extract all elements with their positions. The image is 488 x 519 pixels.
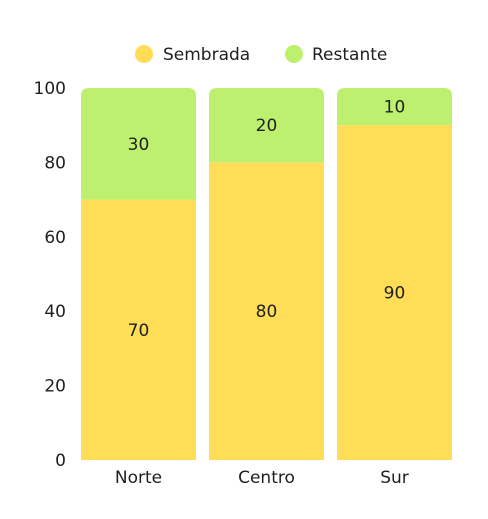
- x-tick-label-norte: Norte: [115, 468, 162, 488]
- bar-norte-sembrada: [81, 199, 196, 460]
- y-tick-label-40: 40: [44, 302, 66, 322]
- legend-marker-restante: [285, 45, 303, 63]
- bar-centro-restante: [209, 88, 324, 163]
- bars: 70 30 80 20 90 10: [81, 88, 452, 460]
- data-label-norte-restante: 30: [128, 135, 150, 155]
- x-axis: Norte Centro Sur: [115, 468, 409, 488]
- data-label-norte-sembrada: 70: [128, 321, 150, 341]
- bar-centro-sembrada: [209, 162, 324, 460]
- y-tick-label-60: 60: [44, 228, 66, 248]
- bar-norte-restante: [81, 88, 196, 200]
- data-label-sur-sembrada: 90: [384, 284, 406, 304]
- y-tick-label-0: 0: [55, 451, 66, 471]
- data-label-centro-restante: 20: [256, 116, 278, 136]
- y-tick-label-80: 80: [44, 153, 66, 173]
- x-tick-label-centro: Centro: [238, 468, 295, 488]
- legend-label-restante: Restante: [312, 45, 387, 65]
- data-label-sur-restante: 10: [384, 98, 406, 118]
- y-tick-label-100: 100: [34, 79, 66, 99]
- legend-label-sembrada: Sembrada: [163, 45, 250, 65]
- bar-sur-sembrada: [337, 125, 452, 460]
- x-tick-label-sur: Sur: [380, 468, 409, 488]
- legend-marker-sembrada: [135, 45, 153, 63]
- y-tick-label-20: 20: [44, 377, 66, 397]
- bar-sur-restante: [337, 88, 452, 126]
- legend: Sembrada Restante: [135, 45, 387, 65]
- data-label-centro-sembrada: 80: [256, 302, 278, 322]
- y-axis: 0 20 40 60 80 100: [34, 79, 66, 471]
